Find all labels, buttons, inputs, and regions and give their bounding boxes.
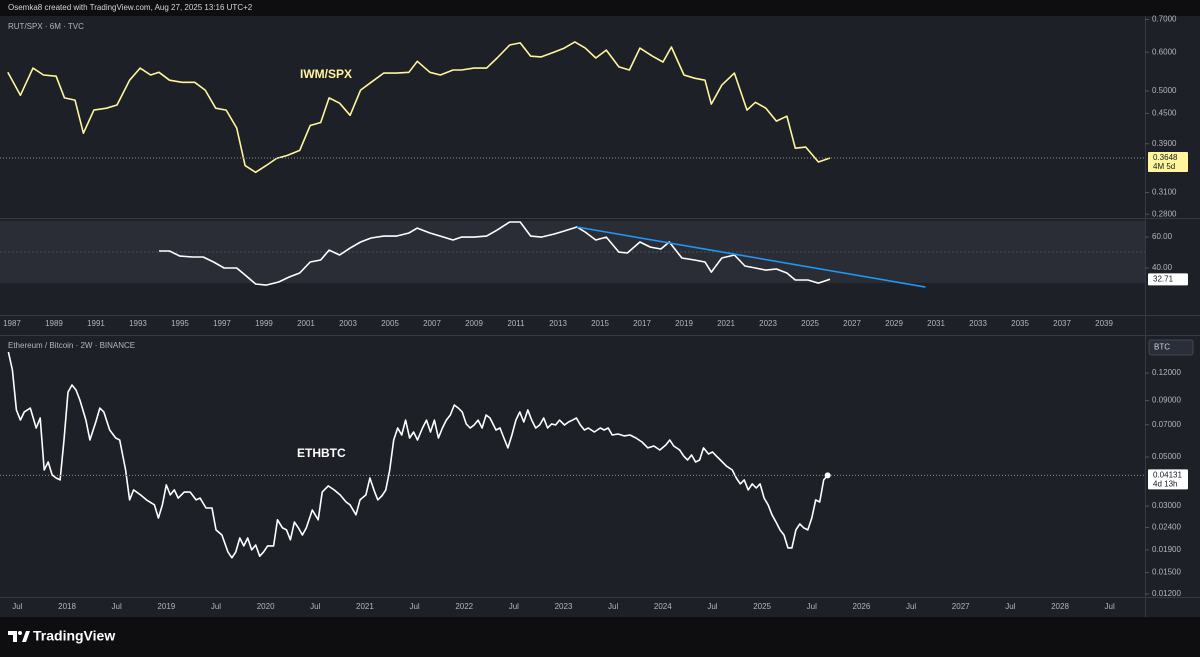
line (576, 226, 926, 288)
price-label-box (1148, 469, 1188, 490)
x-tick-label: 2020 (257, 602, 275, 611)
currency-box (1148, 339, 1194, 356)
x-tick-label: 1997 (213, 319, 231, 328)
x-tick-label: 2027 (952, 602, 970, 611)
x-tick-label: 2015 (591, 319, 609, 328)
x-tick-label: 1995 (171, 319, 189, 328)
x-tick-label: 2018 (58, 602, 76, 611)
x-tick-label: 2039 (1095, 319, 1113, 328)
x-tick-label: Jul (807, 602, 817, 611)
x-tick-label: 2033 (969, 319, 987, 328)
x-tick-label: 1991 (87, 319, 105, 328)
price-label: 0.3648 (1153, 153, 1178, 162)
x-tick-label: 2005 (381, 319, 399, 328)
x-tick-label: 1987 (3, 319, 21, 328)
x-tick-label: Jul (1005, 602, 1015, 611)
price-label-box (1148, 151, 1188, 172)
price-label: 32.71 (1153, 274, 1174, 283)
annotation: IWM/SPX (300, 67, 352, 81)
countdown: 4d 13h (1153, 479, 1177, 488)
x-tick-label: 2029 (885, 319, 903, 328)
y-tick-label: 60.00 (1152, 232, 1173, 241)
bottom-panel (0, 336, 1200, 617)
x-tick-label: 2019 (675, 319, 693, 328)
y-tick-label: 0.7000 (1152, 15, 1177, 24)
y-tick-label: 0.01500 (1152, 568, 1181, 577)
x-tick-label: Jul (1105, 602, 1115, 611)
x-tick-label: 2001 (297, 319, 315, 328)
x-tick-label: 2023 (555, 602, 573, 611)
y-tick-label: 0.12000 (1152, 368, 1181, 377)
x-tick-label: 2007 (423, 319, 441, 328)
line (7, 41, 831, 174)
x-tick-label: 2009 (465, 319, 483, 328)
y-tick-label: 0.3100 (1152, 188, 1177, 197)
x-tick-label: 2026 (853, 602, 871, 611)
tradingview-logo (8, 631, 30, 642)
x-tick-label: Jul (112, 602, 122, 611)
x-tick-label: Jul (608, 602, 618, 611)
chart-title: RUT/SPX · 6M · TVC (8, 22, 84, 31)
x-tick-label: 1989 (45, 319, 63, 328)
x-tick-label: 2027 (843, 319, 861, 328)
price-label-box (1148, 273, 1188, 286)
y-tick-label: 0.5000 (1152, 86, 1177, 95)
x-tick-label: 2023 (759, 319, 777, 328)
x-tick-label: 1993 (129, 319, 147, 328)
branding: TradingView (33, 628, 115, 644)
price-label: 0.04131 (1153, 470, 1182, 479)
logo-mark (8, 631, 17, 642)
x-tick-label: Jul (906, 602, 916, 611)
x-tick-label: 2017 (633, 319, 651, 328)
countdown: 4M 5d (1153, 162, 1175, 171)
y-tick-label: 0.05000 (1152, 452, 1181, 461)
x-tick-label: 2037 (1053, 319, 1071, 328)
x-tick-label: 2021 (717, 319, 735, 328)
x-tick-label: 2003 (339, 319, 357, 328)
y-tick-label: 0.2800 (1152, 209, 1177, 218)
last-point (824, 472, 831, 479)
logo-mark (22, 631, 30, 642)
y-tick-label: 40.00 (1152, 263, 1173, 272)
x-tick-label: 2028 (1051, 602, 1069, 611)
line (7, 351, 829, 559)
y-tick-label: 0.3900 (1152, 139, 1177, 148)
y-tick-label: 0.01200 (1152, 589, 1181, 598)
x-tick-label: 2035 (1011, 319, 1029, 328)
x-tick-label: 2011 (507, 319, 525, 328)
x-tick-label: 2025 (801, 319, 819, 328)
x-tick-label: Jul (12, 602, 22, 611)
x-tick-label: Jul (310, 602, 320, 611)
x-tick-label: 2013 (549, 319, 567, 328)
logo-dot (18, 631, 22, 635)
annotation: ETHBTC (297, 446, 346, 460)
y-tick-label: 0.6000 (1152, 47, 1177, 56)
x-tick-label: 2022 (455, 602, 473, 611)
x-tick-label: 2025 (753, 602, 771, 611)
y-tick-label: 0.09000 (1152, 396, 1181, 405)
y-tick-label: 0.03000 (1152, 501, 1181, 510)
y-tick-label: 0.07000 (1152, 420, 1181, 429)
x-tick-label: Jul (211, 602, 221, 611)
y-tick-label: 0.02400 (1152, 523, 1181, 532)
y-tick-label: 0.4500 (1152, 108, 1177, 117)
chart-title: Ethereum / Bitcoin · 2W · BINANCE (8, 341, 135, 350)
x-tick-label: 2031 (927, 319, 945, 328)
top-panel (0, 16, 1200, 335)
x-tick-label: Jul (509, 602, 519, 611)
x-tick-label: 2024 (654, 602, 672, 611)
y-tick-label: 0.01900 (1152, 545, 1181, 554)
x-tick-label: 2021 (356, 602, 374, 611)
x-tick-label: Jul (409, 602, 419, 611)
line (159, 221, 831, 286)
x-tick-label: 1999 (255, 319, 273, 328)
currency: BTC (1154, 343, 1170, 352)
x-tick-label: Jul (707, 602, 717, 611)
x-tick-label: 2019 (157, 602, 175, 611)
header-text: Osemka8 created with TradingView.com, Au… (8, 3, 253, 12)
